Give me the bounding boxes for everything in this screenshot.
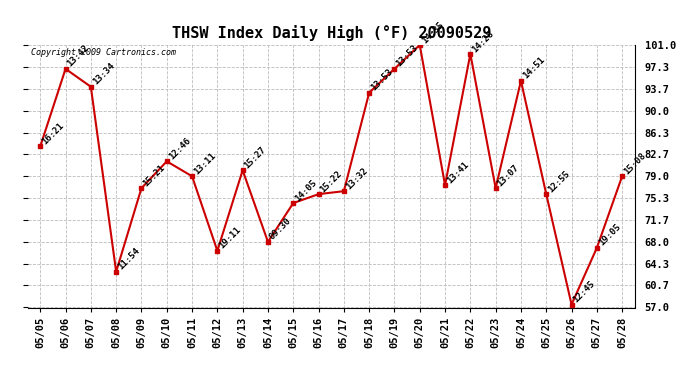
Text: 13:42: 13:42 [66,44,91,69]
Text: Copyright 2009 Cartronics.com: Copyright 2009 Cartronics.com [30,48,176,57]
Text: 19:11: 19:11 [217,225,243,251]
Text: 15:21: 15:21 [141,163,167,188]
Text: 11:54: 11:54 [116,246,141,272]
Text: 19:05: 19:05 [597,222,622,248]
Text: 12:55: 12:55 [546,169,571,194]
Title: THSW Index Daily High (°F) 20090529: THSW Index Daily High (°F) 20090529 [172,25,491,41]
Text: 16:21: 16:21 [40,121,66,146]
Text: 09:30: 09:30 [268,216,293,242]
Text: 13:41: 13:41 [445,160,471,185]
Text: 13:11: 13:11 [192,151,217,176]
Text: 14:28: 14:28 [471,28,495,54]
Text: 13:34: 13:34 [91,62,116,87]
Text: 14:51: 14:51 [521,56,546,81]
Text: 12:45: 12:45 [571,279,597,304]
Text: 15:22: 15:22 [319,169,344,194]
Text: 15:08: 15:08 [622,151,647,176]
Text: 13:07: 13:07 [495,163,521,188]
Text: 13:32: 13:32 [344,166,369,191]
Text: 12:46: 12:46 [167,136,192,161]
Text: 15:27: 15:27 [243,145,268,170]
Text: 14:05: 14:05 [293,178,319,203]
Text: 14:35: 14:35 [420,20,445,45]
Text: 13:53: 13:53 [395,44,420,69]
Text: 13:53: 13:53 [369,68,395,93]
